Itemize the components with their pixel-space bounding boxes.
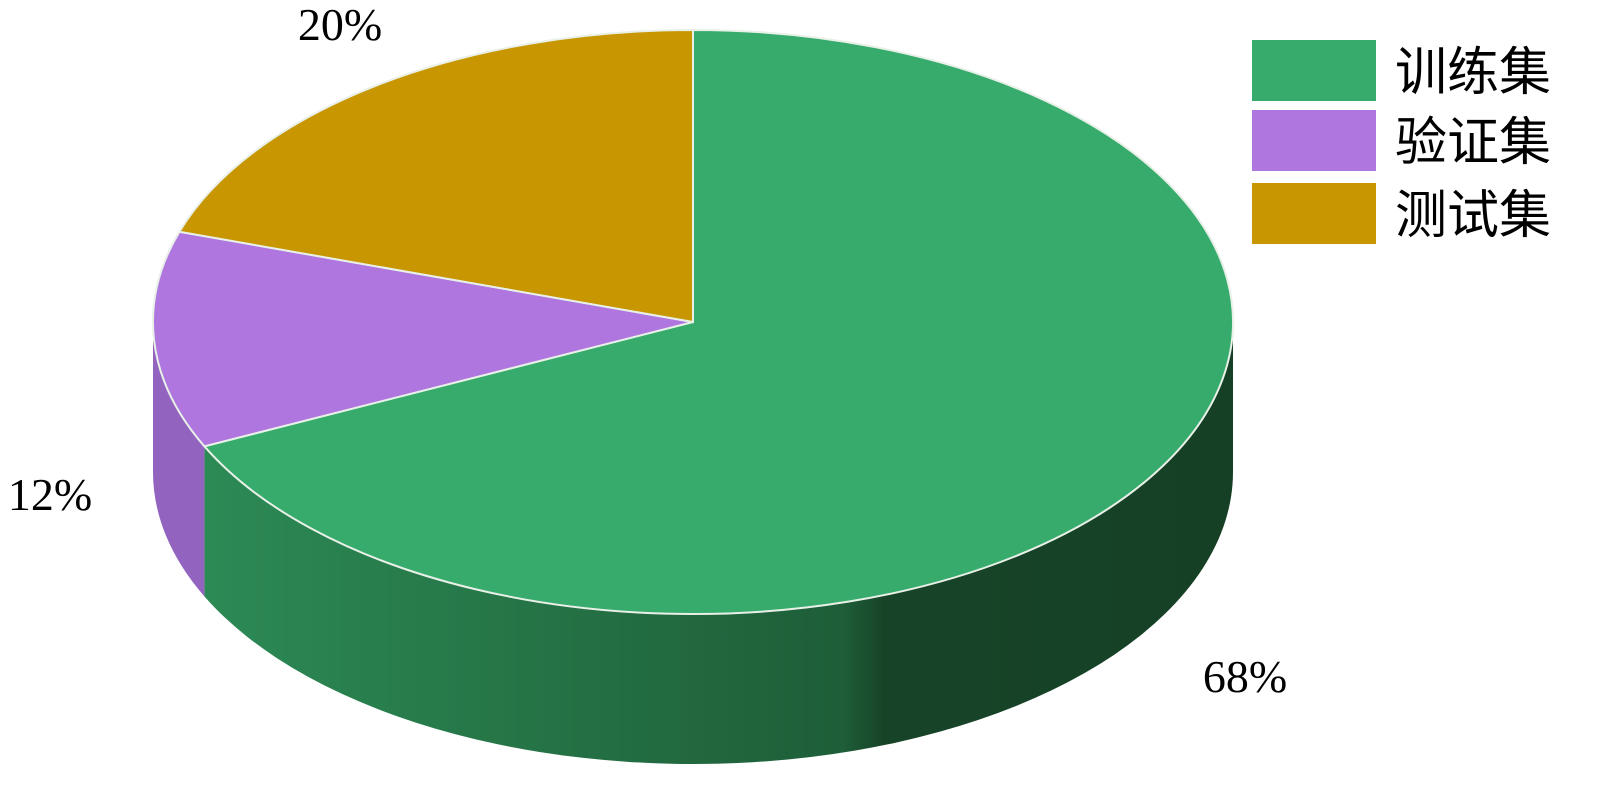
legend-swatch-2 bbox=[1252, 110, 1376, 171]
legend-label-2: 验证集 bbox=[1395, 113, 1551, 173]
pie-slice-1 bbox=[202, 28, 1234, 615]
pie-side-2 bbox=[153, 322, 205, 597]
legend-label-3: 测试集 bbox=[1395, 186, 1551, 246]
data-label-1: 68% bbox=[1203, 651, 1287, 702]
legend-label-1: 训练集 bbox=[1395, 43, 1551, 103]
legend-swatch-1 bbox=[1252, 40, 1376, 101]
data-label-3: 20% bbox=[298, 0, 382, 50]
pie-side-1 bbox=[204, 322, 1233, 765]
legend-swatch-3 bbox=[1252, 183, 1376, 244]
data-label-2: 12% bbox=[8, 469, 92, 520]
pie-slice-2 bbox=[152, 230, 694, 448]
pie-slice-3 bbox=[177, 28, 694, 324]
